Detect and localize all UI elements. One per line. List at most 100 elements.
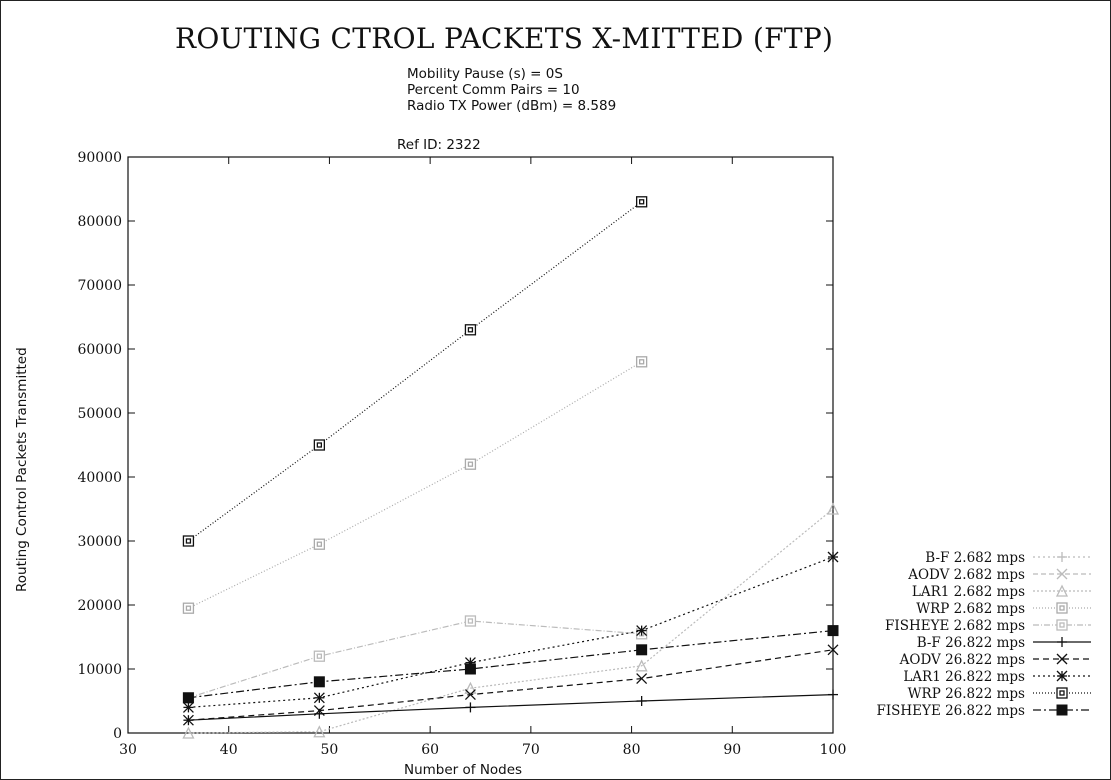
- data-point: [636, 696, 647, 706]
- legend-entry: FISHEYE 26.822 mps: [876, 703, 1091, 719]
- y-tick-label: 0: [113, 726, 122, 742]
- data-point: [1056, 568, 1068, 580]
- x-tick-label: 100: [820, 742, 847, 758]
- data-point: [1056, 602, 1068, 614]
- chart-subtitle: Mobility Pause (s) = 0S Percent Comm Pai…: [407, 66, 616, 114]
- data-point: [182, 602, 195, 614]
- legend-entry: LAR1 26.822 mps: [903, 669, 1091, 685]
- legend-label: WRP 26.822 mps: [908, 686, 1025, 702]
- series-line: [188, 508, 834, 734]
- data-point: [827, 625, 839, 637]
- data-point: [1056, 619, 1068, 631]
- data-point: [636, 625, 648, 637]
- axes-layer: 30 40 50 60 70 80 90 100 0 10000 20000 30000 40000 50…: [77, 150, 846, 758]
- series-layer: [182, 196, 840, 739]
- y-tick-label: 40000: [77, 470, 122, 486]
- series-2: [182, 502, 840, 739]
- data-point: [1057, 637, 1067, 647]
- y-tick-label: 50000: [77, 406, 122, 422]
- legend-label: B-F 26.822 mps: [917, 635, 1025, 651]
- legend-label: B-F 2.682 mps: [925, 550, 1025, 566]
- x-tick-label: 70: [522, 742, 540, 758]
- data-point: [464, 324, 477, 336]
- series-line: [188, 620, 642, 699]
- legend-entry: B-F 2.682 mps: [925, 550, 1091, 566]
- series-line: [188, 694, 834, 721]
- legend-entry: WRP 2.682 mps: [916, 601, 1091, 617]
- data-point: [635, 196, 648, 208]
- x-tick-label: 80: [623, 742, 641, 758]
- x-tick-label: 50: [321, 742, 339, 758]
- data-point: [464, 615, 477, 627]
- data-point: [828, 689, 838, 700]
- data-point: [313, 538, 326, 550]
- series-5: [183, 689, 838, 726]
- legend-entry: WRP 26.822 mps: [908, 686, 1091, 702]
- data-point: [636, 644, 648, 656]
- data-point: [1056, 653, 1068, 665]
- legend-label: AODV 2.682 mps: [907, 567, 1025, 583]
- data-point: [313, 705, 325, 717]
- legend-entry: B-F 26.822 mps: [917, 635, 1091, 651]
- data-point: [182, 714, 194, 726]
- chart-title: ROUTING CTROL PACKETS X-MITTED (FTP): [175, 22, 834, 55]
- data-point: [182, 726, 195, 739]
- data-point: [313, 650, 326, 662]
- subtitle-line-tx-power: Radio TX Power (dBm) = 8.589: [407, 98, 617, 114]
- data-point: [827, 644, 839, 656]
- data-point: [1057, 552, 1067, 562]
- data-point: [464, 663, 476, 675]
- y-tick-label: 60000: [77, 342, 122, 358]
- x-tick-label: 90: [723, 742, 741, 758]
- data-point: [635, 356, 648, 368]
- data-point: [182, 692, 194, 704]
- series-9: [182, 625, 839, 704]
- data-point: [313, 439, 326, 451]
- ref-id-label: Ref ID: 2322: [397, 137, 481, 153]
- data-point: [465, 702, 476, 713]
- legend-entry: AODV 2.682 mps: [907, 567, 1091, 583]
- series-6: [182, 644, 839, 726]
- data-point: [313, 676, 325, 688]
- legend-label: LAR1 26.822 mps: [903, 669, 1025, 685]
- data-point: [464, 689, 476, 701]
- data-point: [826, 502, 840, 515]
- data-point: [827, 551, 839, 563]
- series-8: [182, 196, 648, 547]
- data-point: [464, 681, 477, 694]
- data-point: [313, 692, 325, 704]
- series-7: [182, 551, 839, 713]
- x-axis-label: Number of Nodes: [404, 762, 523, 778]
- x-tick-label: 40: [220, 742, 238, 758]
- subtitle-line-mobility-pause: Mobility Pause (s) = 0S: [407, 66, 563, 82]
- data-point: [313, 725, 326, 738]
- legend-label: FISHEYE 2.682 mps: [885, 618, 1025, 634]
- legend-entry: LAR1 2.682 mps: [912, 584, 1091, 600]
- y-tick-label: 90000: [77, 150, 122, 166]
- legend-label: AODV 26.822 mps: [899, 652, 1025, 668]
- x-tick-label: 60: [421, 742, 439, 758]
- legend-entry: FISHEYE 2.682 mps: [885, 618, 1091, 634]
- y-tick-label: 20000: [77, 598, 122, 614]
- y-tick-label: 80000: [77, 214, 122, 230]
- data-point: [182, 535, 195, 547]
- legend-label: FISHEYE 26.822 mps: [876, 703, 1025, 719]
- subtitle-line-comm-pairs: Percent Comm Pairs = 10: [407, 82, 580, 98]
- y-tick-label: 70000: [77, 278, 122, 294]
- y-tick-label: 10000: [77, 662, 122, 678]
- data-point: [636, 673, 648, 685]
- series-line: [188, 649, 834, 721]
- series-line: [188, 556, 834, 708]
- data-point: [1056, 704, 1068, 716]
- data-point: [182, 701, 194, 713]
- data-point: [1056, 687, 1068, 699]
- y-tick-label: 30000: [77, 534, 122, 550]
- legend-label: WRP 2.682 mps: [916, 601, 1025, 617]
- series-3: [182, 356, 648, 614]
- data-point: [1055, 584, 1069, 597]
- legend-entry: AODV 26.822 mps: [899, 652, 1091, 668]
- data-point: [464, 458, 477, 470]
